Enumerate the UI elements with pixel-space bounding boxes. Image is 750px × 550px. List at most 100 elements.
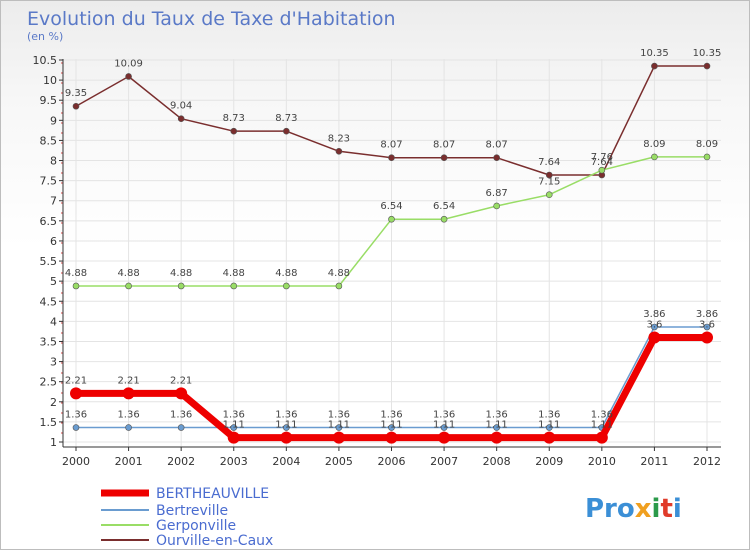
x-tick-label: 2001 (115, 455, 143, 468)
data-point (651, 62, 658, 70)
data-point (388, 424, 395, 431)
data-point (703, 62, 711, 70)
data-point (703, 153, 711, 161)
data-label: 8.07 (380, 140, 402, 151)
data-label: 2.21 (65, 375, 87, 386)
data-point (385, 431, 398, 444)
data-label: 9.35 (65, 88, 87, 99)
x-tick-label: 2002 (167, 455, 195, 468)
data-label: 1.36 (65, 410, 87, 421)
data-label: 1.11 (328, 420, 350, 431)
data-point (230, 127, 238, 135)
legend-label: BERTHEAUVILLE (156, 486, 269, 502)
data-point (703, 323, 711, 331)
data-point (440, 424, 448, 431)
data-point (543, 431, 556, 444)
axes: 1 1.5 2 2.5 3 3.5 4 4.5 5 5.5 6 6.5 7 7.5 8 8.5 9 9.5 10 10… (33, 54, 721, 468)
y-tick-label: 1 (50, 436, 57, 449)
data-point (648, 331, 661, 344)
legend: BERTHEAUVILLEBertrevilleGerponvilleOurvi… (101, 486, 273, 549)
grid-lines (63, 59, 721, 447)
y-tick-label: 9.5 (40, 94, 58, 107)
y-tick-label: 10.5 (33, 54, 58, 67)
data-point (177, 424, 185, 431)
data-point (230, 424, 238, 431)
data-label: 1.11 (380, 420, 402, 431)
data-label: 1.11 (275, 420, 297, 431)
data-label: 1.36 (486, 410, 508, 421)
data-point (335, 282, 343, 290)
data-point (388, 215, 395, 223)
data-point (440, 215, 448, 223)
data-label: 8.73 (223, 113, 245, 124)
data-label: 1.36 (223, 410, 245, 421)
data-label: 1.36 (591, 410, 613, 421)
x-tick-label: 2009 (535, 455, 563, 468)
y-axis-unit-label: (en %) (27, 30, 63, 43)
data-point (280, 431, 293, 444)
data-label: 4.88 (65, 268, 87, 279)
data-label: 4.88 (275, 268, 297, 279)
data-label: 4.88 (170, 268, 192, 279)
data-label: 8.73 (275, 113, 297, 124)
data-label: 8.07 (486, 140, 508, 151)
x-tick-label: 2008 (483, 455, 511, 468)
data-label: 7.15 (538, 177, 560, 188)
data-point (125, 73, 132, 80)
data-point (490, 431, 503, 444)
data-label: 1.36 (170, 410, 192, 421)
proxiti-logo: Proxiti (585, 494, 682, 524)
data-label: 1.11 (223, 420, 245, 431)
y-tick-label: 7.5 (40, 175, 58, 188)
y-tick-label: 4 (50, 315, 57, 328)
x-tick-label: 2003 (220, 455, 248, 468)
data-label: 1.11 (433, 420, 455, 431)
data-point (388, 154, 395, 162)
data-point (651, 153, 658, 161)
y-tick-label: 3 (50, 356, 57, 369)
data-point (125, 424, 132, 431)
data-point (335, 424, 343, 431)
data-label: 4.88 (223, 268, 245, 279)
legend-label: Gerponville (156, 518, 236, 534)
data-label: 4.88 (117, 268, 139, 279)
legend-label: Ourville-en-Caux (156, 533, 273, 549)
y-tick-label: 1.5 (40, 416, 58, 429)
data-label: 1.11 (538, 420, 560, 431)
data-label: 1.36 (275, 410, 297, 421)
data-label: 2.21 (170, 375, 192, 386)
data-label: 10.35 (640, 48, 669, 59)
y-tick-label: 7 (50, 195, 57, 208)
data-label: 1.36 (117, 410, 139, 421)
data-point (230, 282, 238, 290)
x-tick-label: 2011 (640, 455, 668, 468)
data-point (72, 102, 80, 110)
y-tick-label: 5 (50, 275, 57, 288)
y-tick-label: 4.5 (40, 295, 58, 308)
data-label: 3.86 (643, 309, 665, 320)
data-label: 4.88 (328, 268, 350, 279)
chart-title: Evolution du Taux de Taxe d'Habitation (27, 8, 396, 30)
data-label: 8.09 (643, 139, 665, 150)
data-point (493, 202, 500, 210)
data-label: 6.54 (380, 201, 402, 212)
y-tick-label: 6 (50, 235, 57, 248)
data-label: 10.09 (114, 58, 143, 69)
data-point (227, 431, 240, 444)
y-tick-label: 10 (43, 74, 57, 87)
x-tick-label: 2010 (588, 455, 616, 468)
x-tick-label: 2006 (378, 455, 406, 468)
legend-label: Bertreville (156, 503, 228, 519)
data-point (125, 282, 132, 290)
data-label: 7.64 (591, 157, 613, 168)
y-tick-label: 6.5 (40, 215, 58, 228)
x-tick-label: 2005 (325, 455, 353, 468)
data-label: 1.36 (538, 410, 560, 421)
data-point (70, 387, 82, 400)
data-label: 8.07 (433, 140, 455, 151)
data-point (595, 431, 608, 444)
data-point (493, 424, 500, 431)
data-label: 9.04 (170, 101, 192, 112)
